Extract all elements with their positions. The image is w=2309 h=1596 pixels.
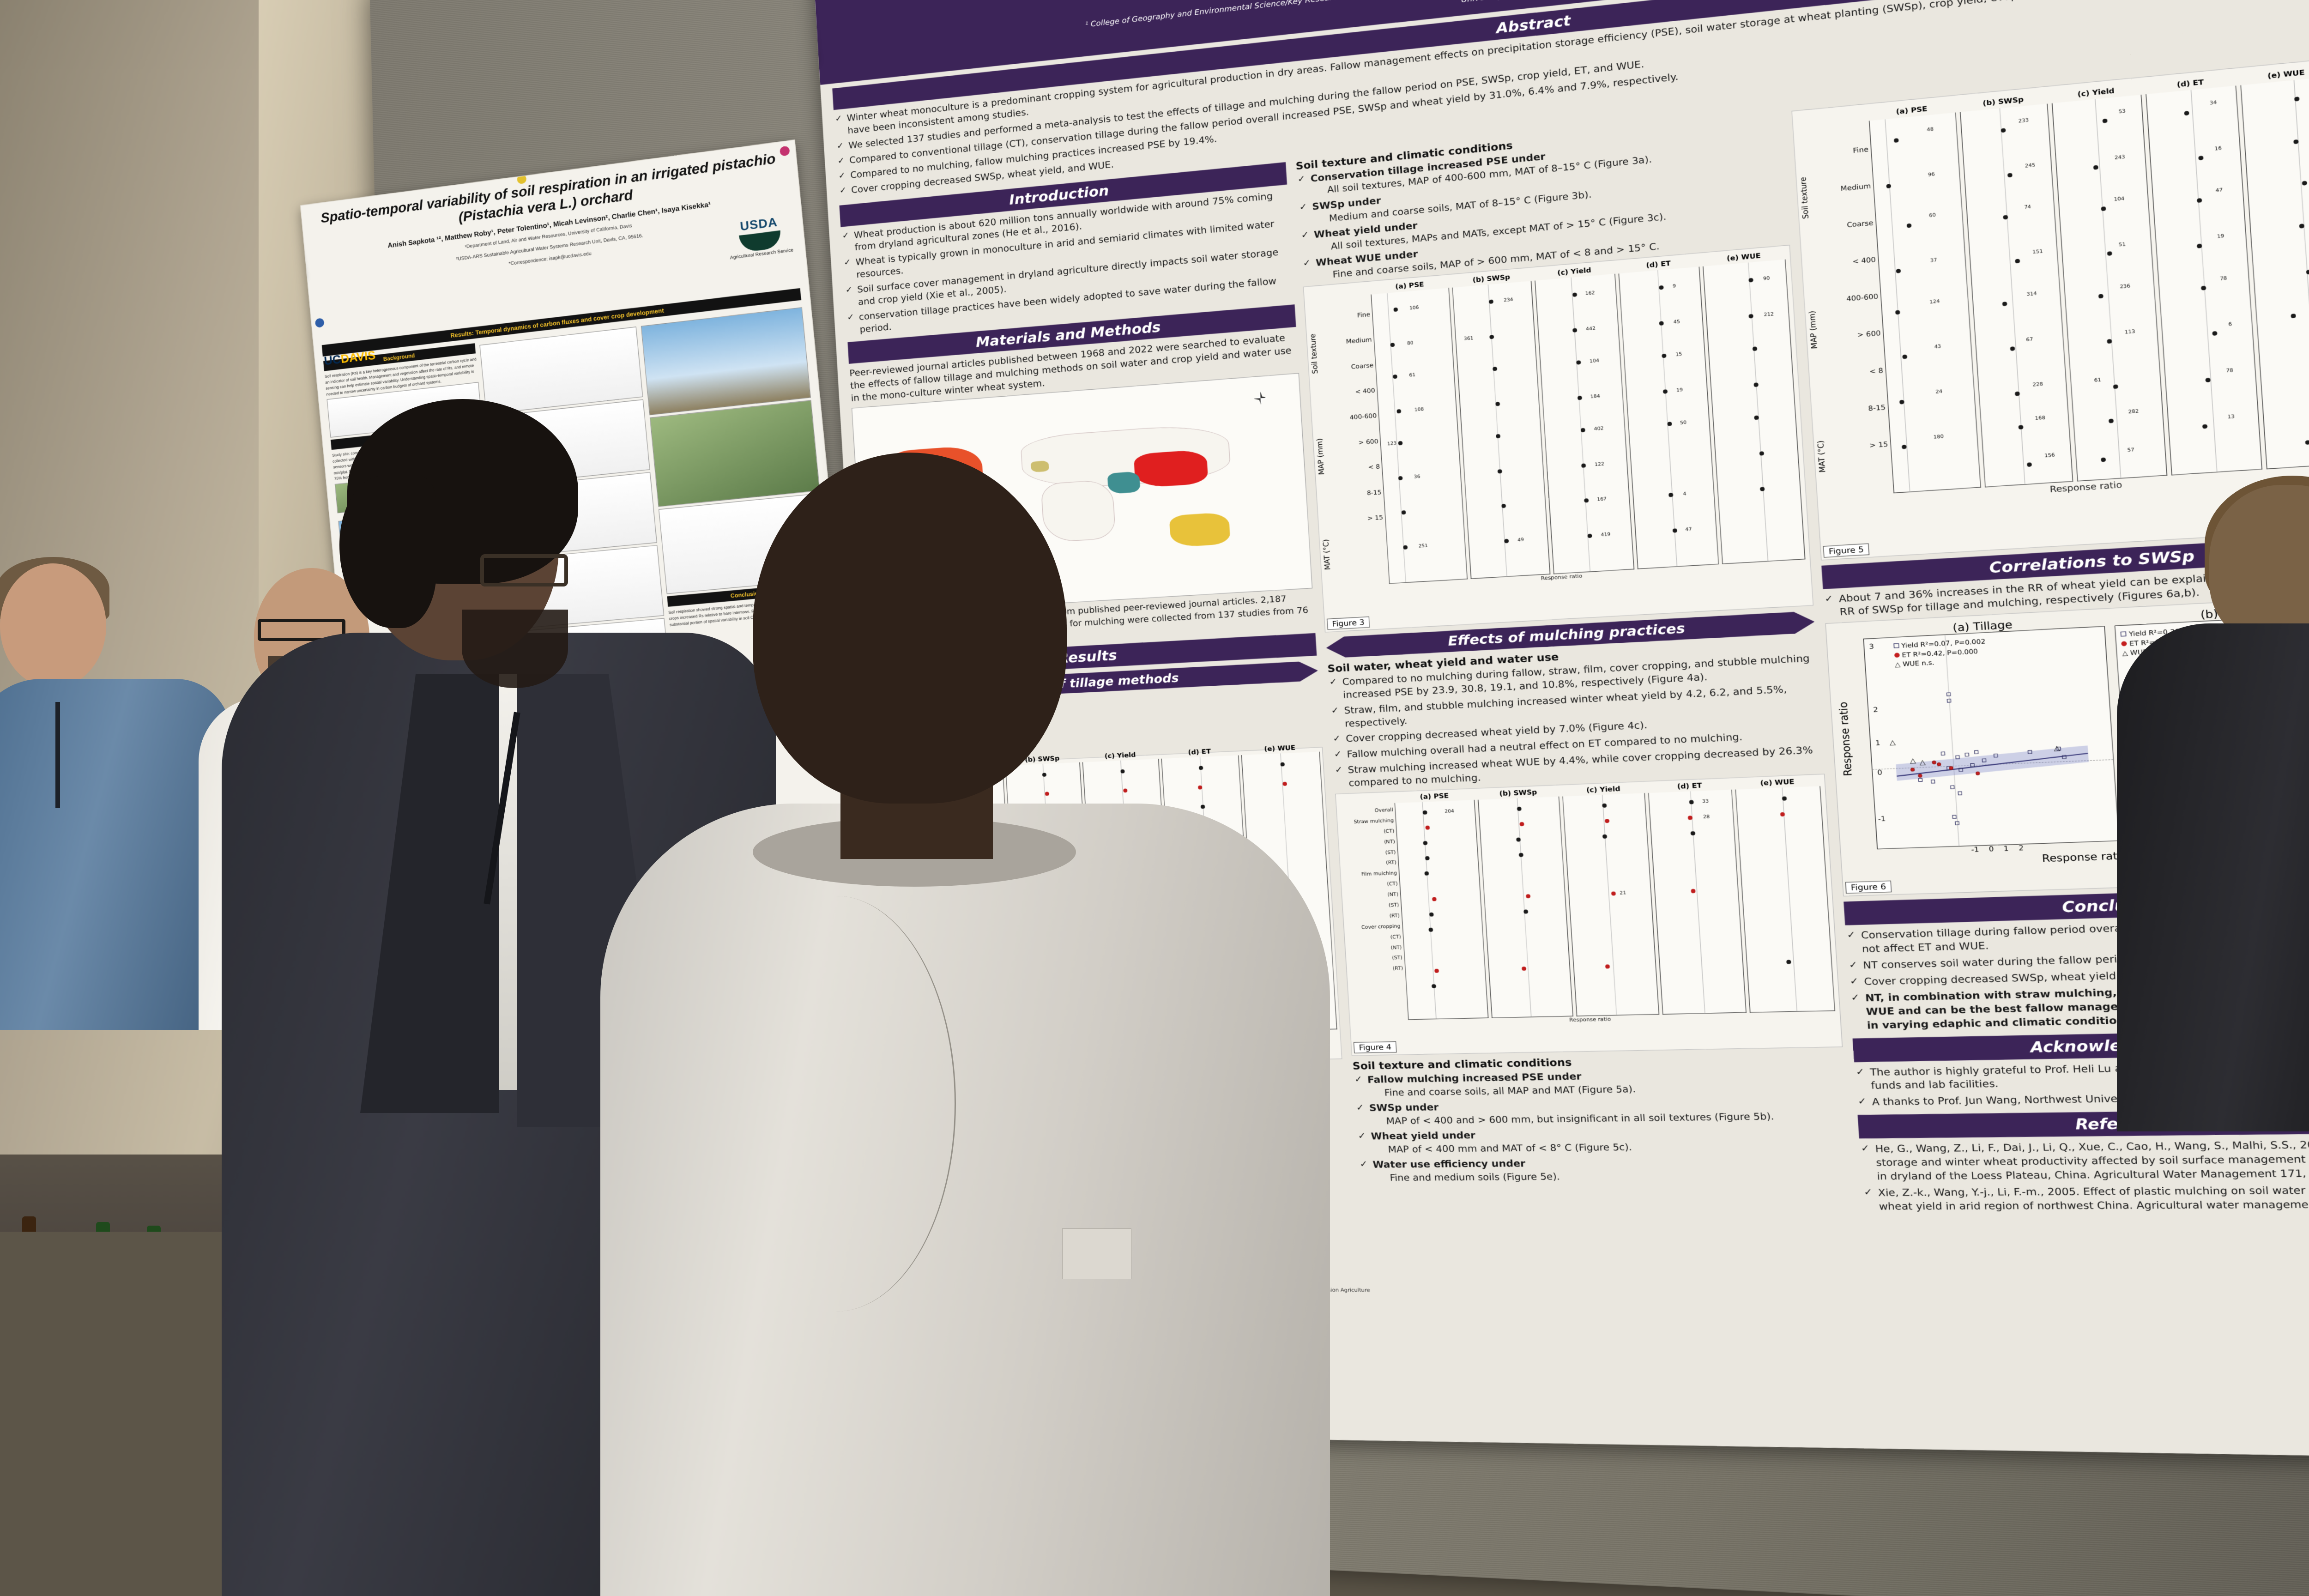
panel-title: (b) SWSp [1478,788,1559,799]
panel-title: (b) SWSp [1452,272,1531,286]
reference-item: Xie, Z.-k., Wang, Y.-j., Li, F.-m., 2005… [1862,1183,2309,1214]
figure-6-tag: Figure 6 [1845,881,1892,894]
soil-item-sub: Wheat yield under [1371,1130,1476,1143]
pushpin-yellow [517,174,527,185]
usda-logo: USDA Agricultural Research Service [726,213,794,261]
figure-4-panel-swsp: (b) SWSp [1478,797,1573,1018]
figure-4-forest-plot: Figure 4 Overall Straw mulching (CT) (NT) (S… [1336,774,1843,1056]
figure-3-tag: Figure 3 [1327,617,1370,630]
soil-item: Water use efficiency under Fine and medi… [1359,1155,1852,1185]
panel-title: (c) Yield [1535,265,1614,279]
head [0,563,106,688]
panel-title: (a) PSE [1371,279,1448,293]
figure-4-tag: Figure 4 [1354,1041,1396,1053]
figure-3-panel-wue: (e) WUE 90 212 [1703,260,1805,564]
attendee-blue-shirt [0,563,231,1025]
beer-bottle [14,1240,44,1337]
soil-item-sub: SWSp under [1369,1102,1439,1114]
torso [2117,623,2309,1131]
head [753,453,1067,804]
figure-4-panel-yield: (c) Yield 21 [1563,793,1659,1016]
pushpin-blue [315,318,325,328]
figure-4-panel-wue: (e) WUE [1735,786,1835,1013]
beer-bottle [139,1250,169,1347]
sideburn [339,476,436,628]
figure-6-panel-a: Yield R²=0.07, P=0.002 ET R²=0.42, P=0.0… [1863,626,2120,849]
uc-text: UC [323,352,341,368]
panel-title: (c) Yield [2052,85,2140,101]
panel-title: (d) ET [1618,257,1699,272]
soil-item: SWSp under MAP of < 400 and > 600 mm, bu… [1355,1095,1848,1128]
figure-4-panel-et: (d) ET 33 28 [1648,790,1747,1015]
mulching-bullets: Compared to no mulching during fallow, s… [1328,652,1825,791]
eyeglasses-icon [480,554,568,586]
figure-3-panel-swsp: (b) SWSp 234 361 49 [1452,281,1550,579]
figure-4-category-labels: Overall Straw mulching (CT) (NT) (ST) (RT) Fil… [1339,805,1403,975]
soil-item: Wheat yield under MAP of < 400 mm and MA… [1357,1125,1850,1156]
panel-title: (e) WUE [1735,777,1819,788]
map-compass-icon [1253,391,1268,405]
panel-title: (c) Yield [1563,784,1644,795]
light-shirt [600,804,1330,1596]
figure-3-panel-pse: (a) PSE 106 80 61 108 123 36 251 [1371,288,1468,584]
reference-item: He, G., Wang, Z., Li, F., Dai, J., Li, Q… [1860,1137,2309,1184]
panel-title: (e) WUE [2241,66,2309,83]
panel-title: (a) PSE [1869,103,1955,119]
figure-4-panel-pse: (a) PSE 204 [1395,800,1488,1020]
attendee-right-edge [2117,485,2309,1131]
figure-3-forest-plot: Figure 3 Soil texture MAP (mm) MAT (°C) … [1303,245,1813,632]
figure-6-y-axis-label: Response ratio [1837,701,1868,779]
figure-3-panel-et: (d) ET 9 45 15 19 50 4 47 [1618,266,1719,569]
conference-photo: 48 Spatio-temporal variability of soil r… [0,0,2309,1596]
figure-6-legend-a: Yield R²=0.07, P=0.002 ET R²=0.42, P=0.0… [1893,637,1987,670]
panel-title: (d) ET [1648,781,1731,792]
beard [462,610,568,688]
soil-item: Fallow mulching increased PSE under Fine… [1353,1066,1846,1100]
soil-texture-mulching-list: Fallow mulching increased PSE under Fine… [1353,1066,1851,1185]
figure-5-tag: Figure 5 [1823,543,1870,557]
panel-title: (e) WUE [1703,250,1785,265]
poster-47-column-2: Soil texture and climatic conditions Con… [1295,109,1854,1218]
figure-3-panel-yield: (c) Yield 162 442 104 184 402 122 167 [1535,274,1634,574]
poster-48-timeseries-1 [480,327,643,415]
panel-title: (b) SWSp [1959,93,2047,109]
panel-title: (a) PSE [1395,791,1474,802]
soil-item-sub: Water use efficiency under [1372,1159,1526,1171]
soil-item-detail: Fine and medium soils (Figure 5e). [1373,1168,1852,1185]
torso [0,679,231,1030]
poster-48-map-1 [641,308,811,416]
lanyard [55,702,60,808]
soil-item-detail: MAP of < 400 mm and MAT of < 8° C (Figur… [1372,1139,1850,1156]
attendee-back-to-camera [600,453,1330,1596]
beer-bottle [88,1246,118,1343]
name-badge [1062,1228,1131,1279]
references-list: He, G., Wang, Z., Li, F., Dai, J., Li, Q… [1860,1137,2309,1214]
soil-item-sub: Fallow mulching increased PSE under [1367,1071,1582,1085]
soil-item-detail: MAP of < 400 and > 600 mm, but insignifi… [1370,1109,1848,1128]
shirt-seam [716,896,956,1312]
